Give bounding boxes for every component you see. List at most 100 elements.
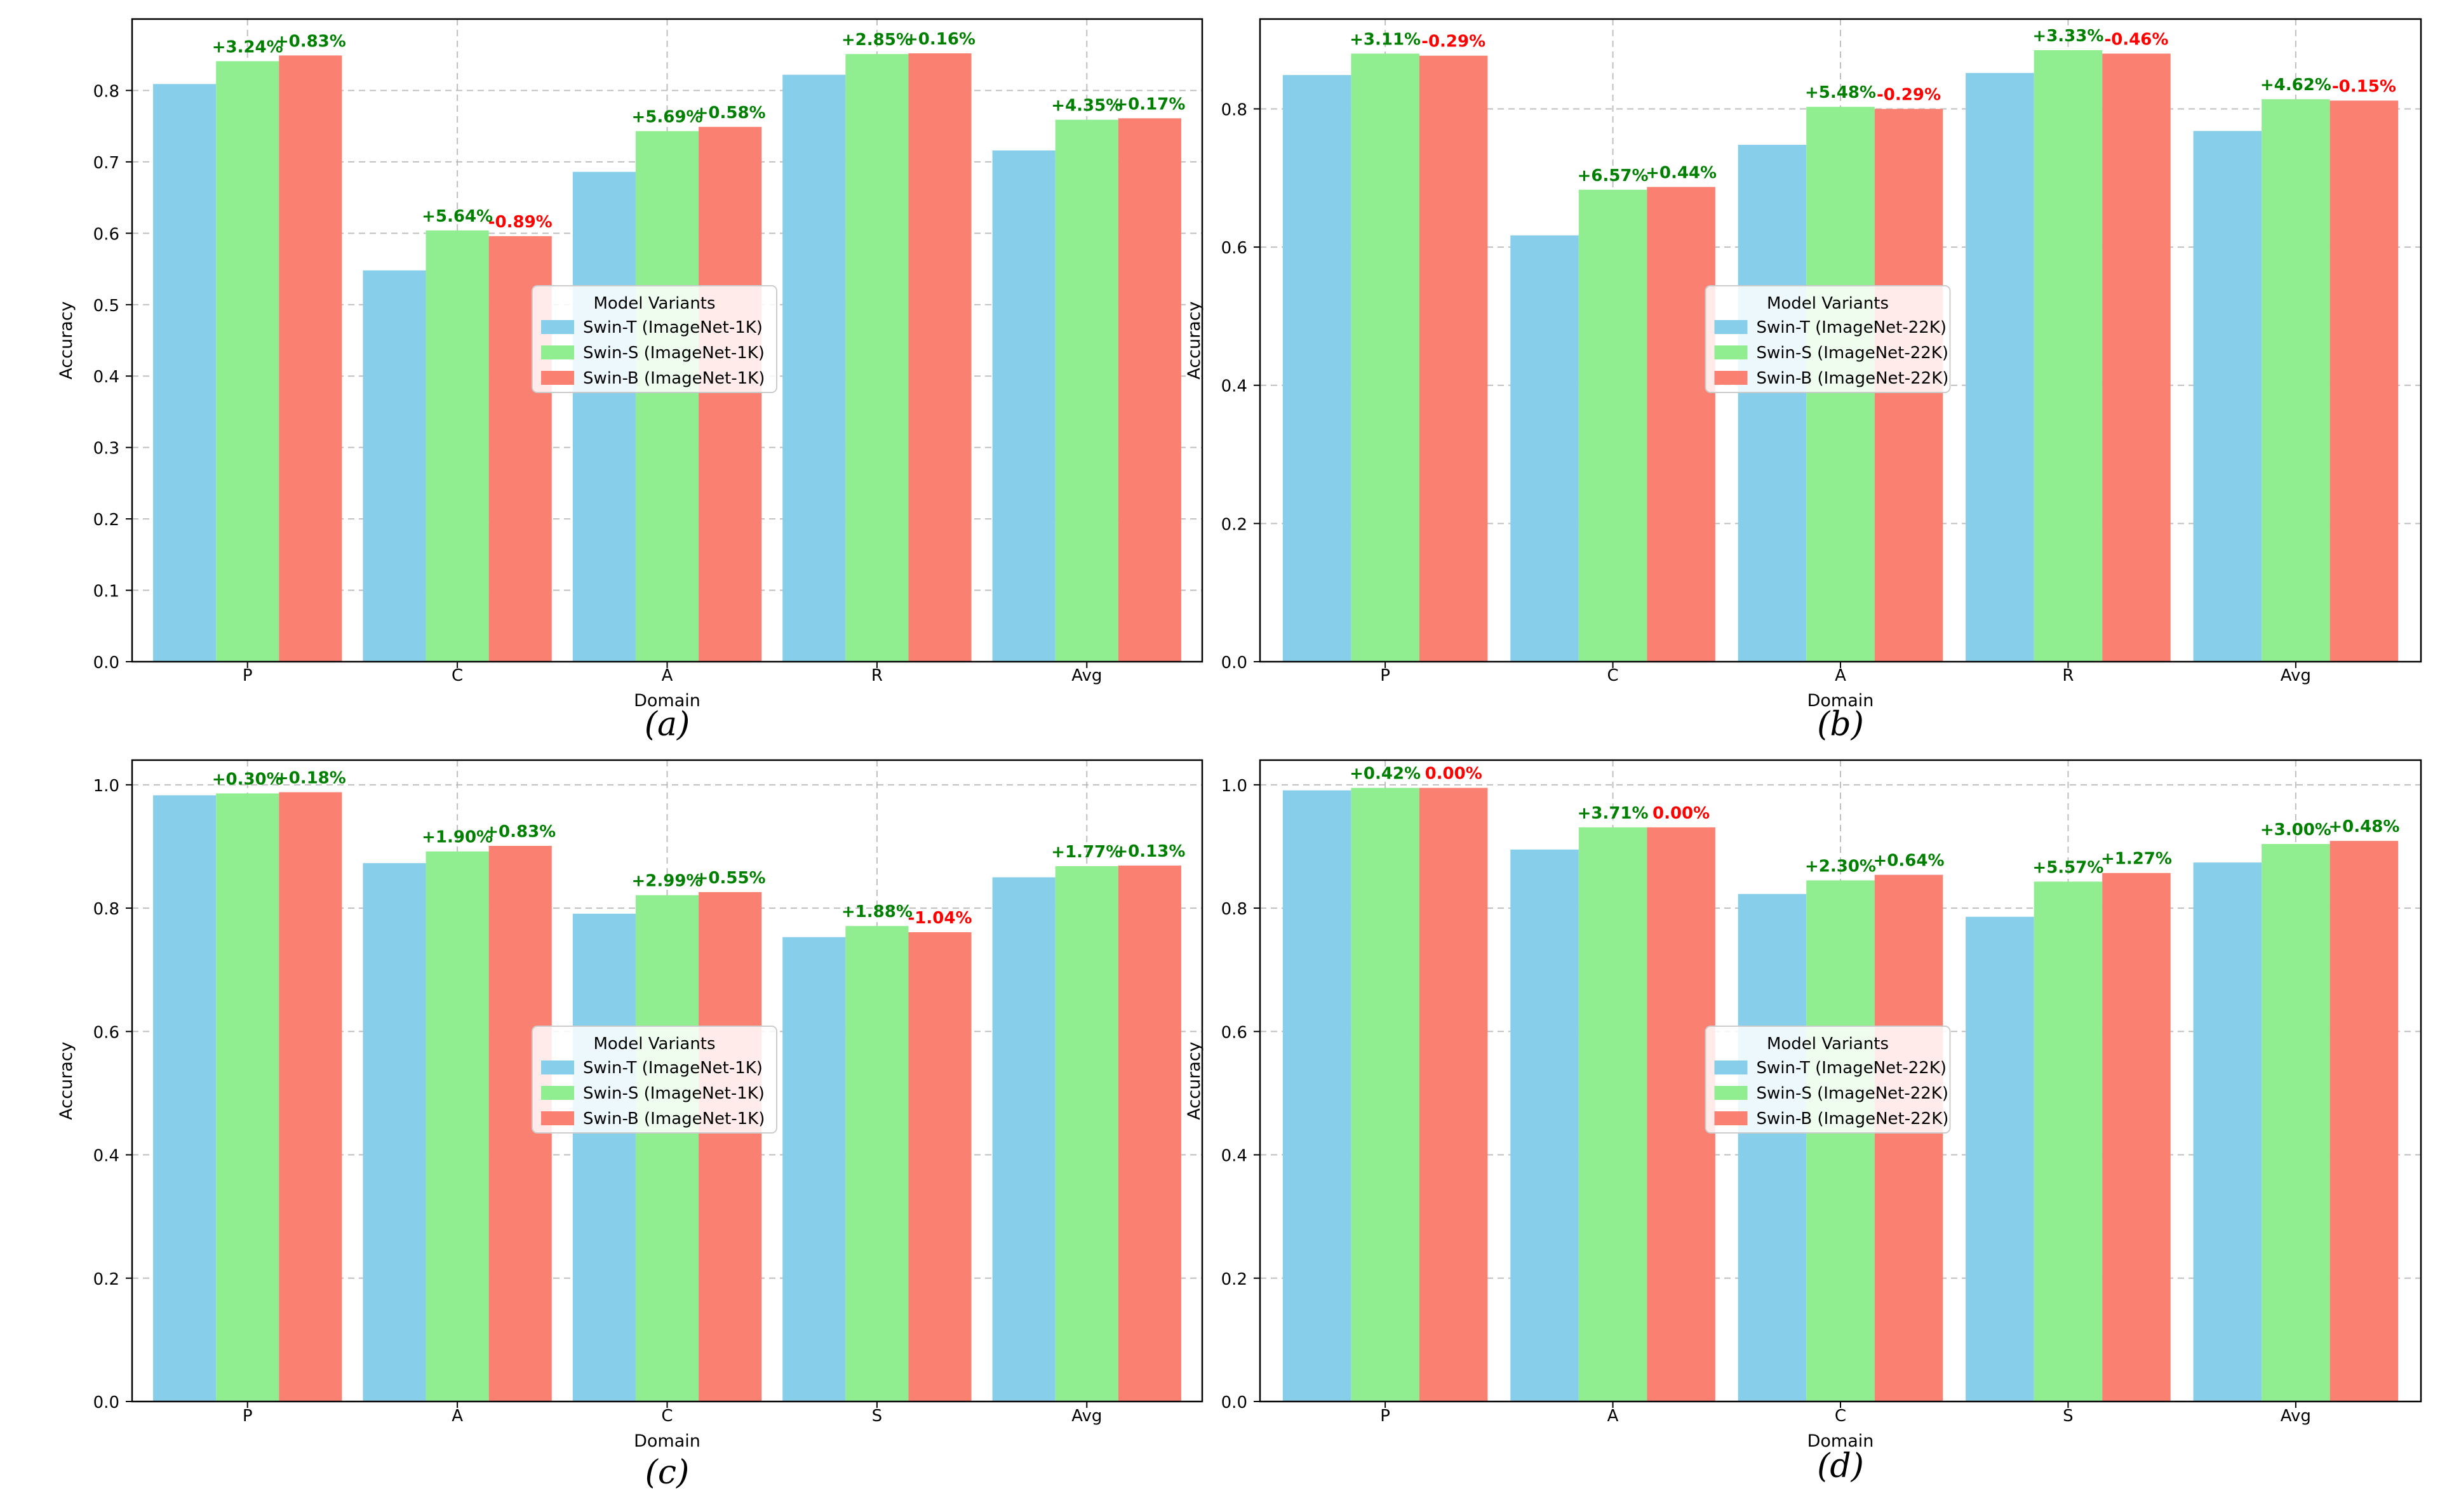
legend-swatch	[1714, 1060, 1748, 1074]
legend: Model Variants Swin-T (ImageNet-1K) Swin-S…	[532, 1026, 777, 1134]
legend-box	[1705, 285, 1951, 393]
annotation-s-vs-t: +6.57%	[1578, 166, 1649, 185]
bar-swin-b-a	[699, 126, 762, 662]
bar-swin-t-avg	[992, 877, 1056, 1402]
axes-frame	[1259, 759, 2422, 1403]
chart-panel-b: 0.00.20.40.60.8+3.11% -0.29%P+6.57%+0.44%…	[1184, 18, 2422, 744]
x-tick-label: A	[452, 1407, 463, 1426]
legend-entry: Swin-B (ImageNet-22K)	[1757, 369, 1949, 388]
legend-swatch	[541, 1086, 574, 1100]
annotation-s-vs-t: +5.48%	[1805, 83, 1876, 102]
annotation-s-vs-t: +1.88%	[841, 902, 913, 921]
bar-swin-s-s	[845, 926, 909, 1402]
legend-swatch	[541, 345, 574, 359]
annotation-b-vs-s: -0.15%	[2332, 77, 2396, 96]
bar-swin-b-a	[1647, 827, 1715, 1402]
annotation-s-vs-t: +5.57%	[2032, 858, 2103, 877]
annotation-s-vs-t: +1.77%	[1051, 843, 1122, 862]
legend-entry: Swin-T (ImageNet-22K)	[1757, 318, 1947, 337]
y-tick-label: 0.4	[93, 1147, 119, 1166]
annotation-b-vs-s: +0.83%	[485, 822, 556, 841]
legend-entry: Swin-S (ImageNet-1K)	[583, 344, 765, 363]
x-tick-label: S	[2063, 1407, 2074, 1426]
bar-swin-t-r	[1966, 72, 2034, 662]
bar-swin-s-avg	[2262, 99, 2330, 662]
annotation-s-vs-t: +2.99%	[632, 872, 703, 891]
y-tick-label: 0.0	[1221, 1393, 1247, 1412]
x-tick-label: P	[1380, 666, 1390, 685]
annotation-b-vs-s: -1.04%	[908, 909, 972, 928]
y-tick-label: 0.2	[93, 511, 119, 530]
annotation-b-vs-s: -0.46%	[2104, 30, 2168, 49]
x-tick-label: A	[1835, 666, 1846, 685]
y-tick-label: 0.1	[93, 582, 119, 601]
bar-swin-b-avg	[2329, 100, 2399, 662]
bar-swin-b-s	[2102, 873, 2171, 1402]
bar-swin-t-p	[1282, 75, 1351, 662]
bar-swin-b-r	[2102, 53, 2171, 662]
y-tick-label: 0.0	[93, 653, 119, 672]
x-tick-label: Avg	[1071, 1407, 1102, 1426]
y-tick-label: 0.8	[93, 82, 119, 101]
bar-swin-s-p	[216, 61, 279, 662]
bar-swin-b-c	[1647, 187, 1715, 662]
x-axis-label: Domain	[634, 691, 700, 711]
bar-swin-t-avg	[2193, 862, 2262, 1402]
legend: Model Variants Swin-T (ImageNet-22K) Swin-…	[1705, 285, 1951, 393]
annotation-s-vs-t: +3.33%	[2032, 27, 2103, 46]
bar-swin-s-avg	[1055, 119, 1118, 662]
x-axis-label: Domain	[1807, 1431, 1874, 1451]
bar-swin-t-a	[1738, 145, 1807, 662]
bar-swin-s-r	[2034, 50, 2103, 662]
x-axis-label: Domain	[1807, 691, 1874, 711]
bar-swin-t-a	[363, 863, 426, 1402]
y-tick-label: 0.6	[93, 225, 119, 244]
annotation-s-vs-t: +2.30%	[1805, 857, 1876, 876]
x-axis-label: Domain	[634, 1431, 700, 1451]
y-tick-label: 0.6	[1221, 1023, 1247, 1042]
bar-swin-s-a	[1578, 827, 1647, 1402]
x-tick-label: C	[452, 666, 463, 685]
bar-swin-t-a	[1510, 849, 1579, 1402]
bar-swin-s-p	[216, 793, 279, 1402]
y-tick-label: 0.2	[93, 1270, 119, 1289]
legend-box	[532, 1026, 777, 1134]
annotation-b-vs-s: -0.29%	[1877, 85, 1941, 104]
annotation-b-vs-s: +0.83%	[275, 32, 346, 51]
y-tick-label: 1.0	[93, 777, 119, 796]
y-axis-label: Accuracy	[1184, 301, 1204, 379]
legend-title: Model Variants	[1767, 1034, 1889, 1054]
annotation-s-vs-t: +3.00%	[2260, 820, 2331, 840]
legend-title: Model Variants	[593, 1034, 715, 1054]
bar-swin-t-c	[363, 270, 426, 662]
annotation-b-vs-s: -0.89%	[488, 213, 553, 232]
bar-swin-b-avg	[1118, 118, 1181, 662]
x-tick-label: Avg	[2281, 1407, 2311, 1426]
annotation-b-vs-s: +0.58%	[695, 104, 766, 123]
annotation-s-vs-t: +0.30%	[212, 770, 283, 789]
legend-title: Model Variants	[1767, 294, 1889, 313]
legend-swatch	[1714, 371, 1748, 385]
annotation-b-vs-s: +0.55%	[695, 869, 766, 888]
bar-swin-b-avg	[1118, 866, 1181, 1402]
bar-swin-t-a	[572, 171, 636, 662]
chart-panel-d: 0.00.20.40.60.81.0+0.42% 0.00%P+3.71% 0.00…	[1184, 759, 2422, 1485]
legend-swatch	[1714, 1111, 1748, 1125]
legend-entry: Swin-B (ImageNet-1K)	[583, 369, 765, 388]
bar-swin-t-c	[572, 913, 636, 1402]
bar-swin-s-c	[635, 895, 699, 1402]
y-tick-label: 0.7	[93, 154, 119, 173]
bar-swin-t-p	[153, 795, 217, 1402]
bar-swin-s-a	[635, 131, 699, 662]
x-tick-label: R	[871, 666, 883, 685]
bar-swin-b-s	[908, 932, 972, 1402]
legend-entry: Swin-S (ImageNet-22K)	[1757, 344, 1949, 363]
y-tick-label: 0.4	[1221, 1147, 1247, 1166]
y-tick-label: 0.8	[93, 900, 119, 919]
x-tick-label: C	[1835, 1407, 1846, 1426]
annotation-b-vs-s: +0.13%	[1114, 842, 1185, 861]
chart-panel-c: 0.00.20.40.60.81.0 +0.30%+0.18%P+1.90%+0.…	[57, 759, 1203, 1492]
y-tick-label: 0.8	[1221, 900, 1247, 919]
bar-swin-s-p	[1351, 787, 1419, 1402]
x-tick-label: Avg	[1071, 666, 1102, 685]
